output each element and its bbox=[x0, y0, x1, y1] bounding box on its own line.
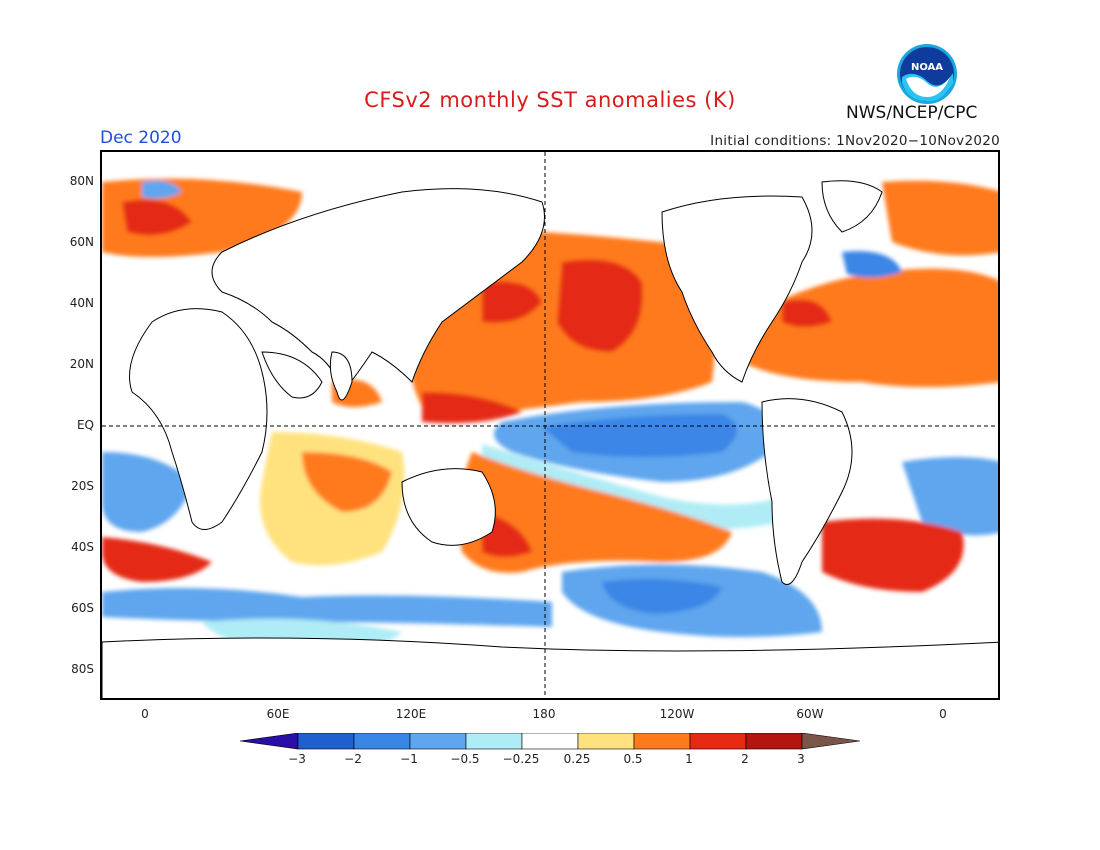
colorbar-label: 0.25 bbox=[563, 752, 591, 766]
lat-tick: EQ bbox=[76, 418, 94, 432]
lon-tick: 120E bbox=[395, 707, 427, 721]
logo-text: NOAA bbox=[911, 62, 943, 73]
colorbar-arrow-high bbox=[801, 733, 861, 750]
colorbar-label: −1 bbox=[400, 752, 418, 766]
colorbar-label: 1 bbox=[685, 752, 693, 766]
lat-tick: 20S bbox=[71, 479, 94, 493]
colorbar bbox=[240, 733, 861, 750]
colorbar-label: −2 bbox=[344, 752, 362, 766]
lon-tick: 60W bbox=[796, 707, 824, 721]
colorbar-segment bbox=[409, 733, 467, 750]
colorbar-segment bbox=[689, 733, 747, 750]
lat-tick: 40N bbox=[69, 296, 94, 310]
lat-tick: 60S bbox=[71, 601, 94, 615]
noaa-logo-icon: NOAA bbox=[897, 44, 957, 104]
map-canvas bbox=[102, 152, 998, 698]
colorbar-label: 0.5 bbox=[623, 752, 643, 766]
sst-anomaly-map bbox=[100, 150, 1000, 700]
forecast-month: Dec 2020 bbox=[100, 128, 182, 148]
colorbar-segment bbox=[353, 733, 411, 750]
lat-tick: 60N bbox=[69, 235, 94, 249]
colorbar-segment bbox=[297, 733, 355, 750]
lat-tick: 80N bbox=[69, 174, 94, 188]
colorbar-label: −3 bbox=[288, 752, 306, 766]
lat-tick: 80S bbox=[71, 662, 94, 676]
colorbar-label: −0.5 bbox=[450, 752, 480, 766]
lat-tick: 20N bbox=[69, 357, 94, 371]
lon-tick: 0 bbox=[939, 707, 947, 721]
land bbox=[102, 180, 998, 698]
lon-tick: 0 bbox=[141, 707, 149, 721]
initial-conditions: Initial conditions: 1Nov2020−10Nov2020 bbox=[710, 133, 1000, 149]
colorbar-arrow-low bbox=[240, 733, 299, 750]
lon-tick: 180 bbox=[532, 707, 556, 721]
colorbar-label: 3 bbox=[797, 752, 805, 766]
lat-tick: 40S bbox=[71, 540, 94, 554]
agency-label: NWS/NCEP/CPC bbox=[846, 103, 978, 123]
colorbar-segment bbox=[521, 733, 579, 750]
colorbar-segment bbox=[577, 733, 635, 750]
colorbar-label: 2 bbox=[741, 752, 749, 766]
colorbar-segment bbox=[633, 733, 691, 750]
colorbar-segment bbox=[745, 733, 803, 750]
map-title: CFSv2 monthly SST anomalies (K) bbox=[364, 88, 736, 112]
lon-tick: 120W bbox=[659, 707, 695, 721]
lon-tick: 60E bbox=[266, 707, 290, 721]
colorbar-label: −0.25 bbox=[502, 752, 540, 766]
colorbar-segment bbox=[465, 733, 523, 750]
